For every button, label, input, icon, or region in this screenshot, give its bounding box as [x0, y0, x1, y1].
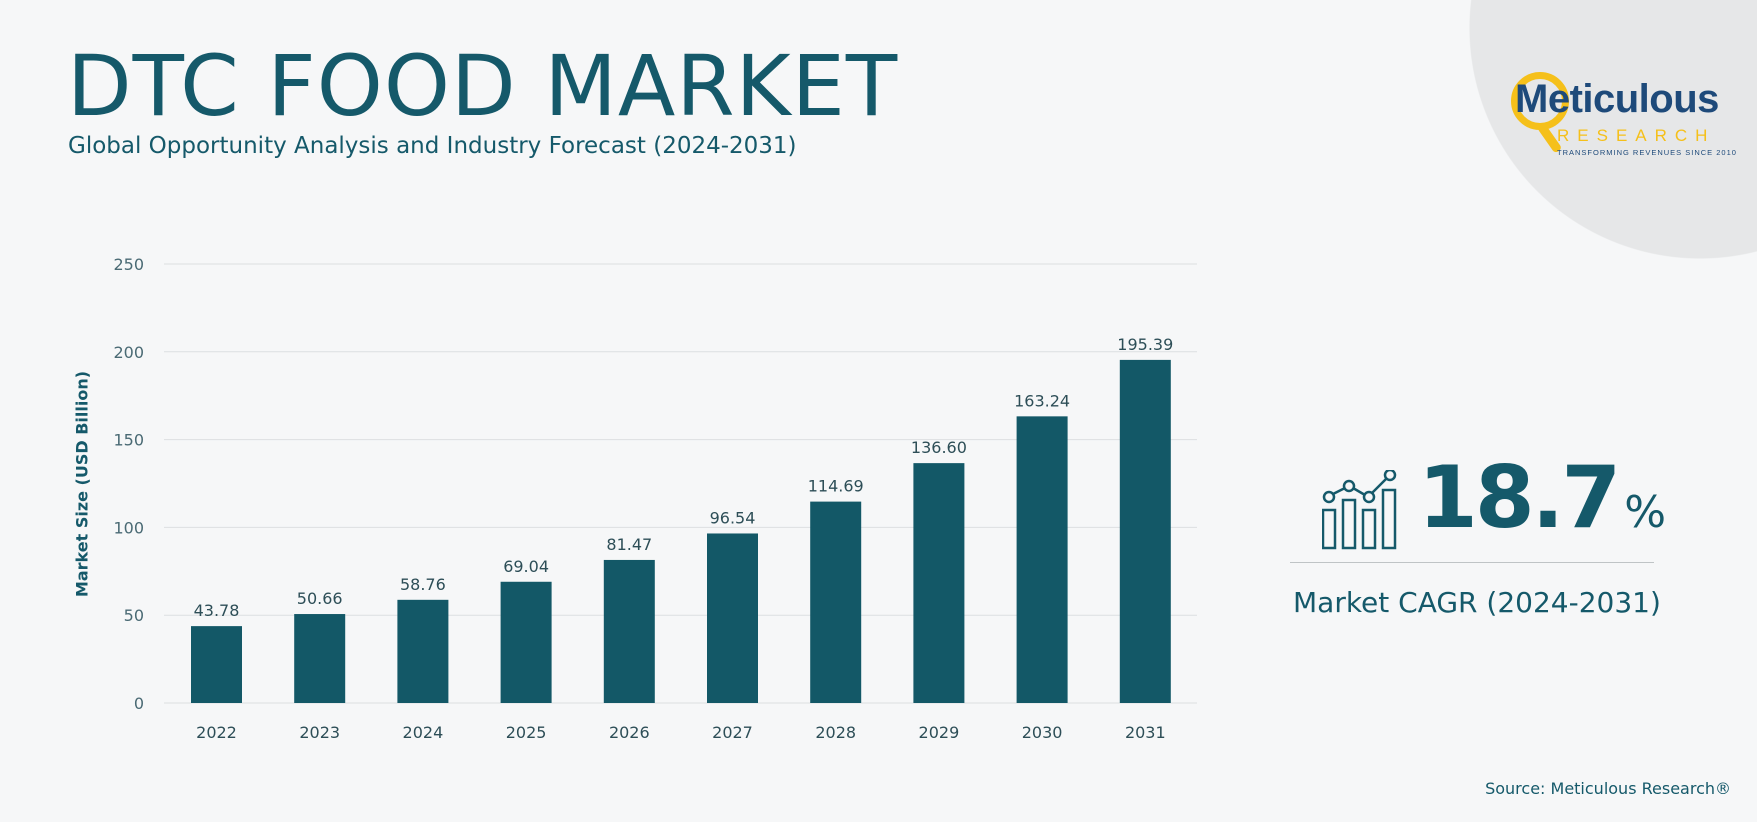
data-label: 58.76 [400, 575, 446, 594]
data-label: 96.54 [710, 508, 756, 527]
logo-sub: RESEARCH [1557, 126, 1716, 145]
data-label: 43.78 [194, 601, 240, 620]
logo-name: Meticulous [1515, 77, 1719, 121]
cagr-unit: % [1624, 487, 1666, 538]
bar-2030 [1016, 416, 1068, 703]
data-label: 163.24 [1014, 391, 1070, 410]
y-tick-label: 0 [134, 694, 144, 713]
y-tick-label: 150 [113, 431, 144, 450]
cagr-figure: 18.7 % [1418, 455, 1666, 541]
bar-2022 [191, 626, 242, 703]
y-axis-title: Market Size (USD Billion) [72, 370, 92, 598]
y-tick-label: 250 [113, 255, 144, 274]
y-tick-label: 100 [113, 518, 144, 537]
data-label: 195.39 [1117, 335, 1173, 354]
x-tick-label: 2023 [299, 723, 340, 742]
bar-2027 [707, 533, 758, 703]
page-title: DTC FOOD MARKET [67, 37, 899, 135]
bar-2029 [913, 463, 965, 703]
y-tick-label: 50 [124, 606, 144, 625]
x-tick-label: 2027 [712, 723, 753, 742]
x-tick-label: 2022 [196, 723, 237, 742]
x-tick-label: 2031 [1125, 723, 1166, 742]
x-tick-label: 2028 [815, 723, 856, 742]
data-label: 114.69 [808, 477, 864, 496]
logo-tagline: TRANSFORMING REVENUES SINCE 2010 [1557, 148, 1737, 157]
page-subtitle: Global Opportunity Analysis and Industry… [68, 133, 797, 159]
x-tick-label: 2029 [919, 723, 960, 742]
bar-2026 [603, 559, 655, 703]
divider [1290, 562, 1654, 563]
x-tick-label: 2030 [1022, 723, 1063, 742]
bar-2028 [810, 501, 862, 703]
data-label: 136.60 [911, 438, 967, 457]
meticulous-research-logo: Meticulous RESEARCH TRANSFORMING REVENUE… [1505, 68, 1737, 168]
bar-chart-trend-icon [1322, 470, 1397, 550]
bar-2024 [397, 599, 449, 703]
source-note: Source: Meticulous Research® [1485, 779, 1731, 798]
cagr-value: 18.7 [1418, 448, 1621, 548]
data-label: 50.66 [297, 589, 343, 608]
bar-2023 [294, 614, 346, 703]
cagr-label: Market CAGR (2024-2031) [1293, 586, 1661, 619]
y-tick-label: 200 [113, 343, 144, 362]
bar-2025 [500, 581, 552, 703]
x-tick-label: 2025 [506, 723, 547, 742]
bar-2031 [1119, 359, 1171, 703]
data-label: 81.47 [606, 535, 652, 554]
x-tick-label: 2024 [403, 723, 444, 742]
x-tick-label: 2026 [609, 723, 650, 742]
data-label: 69.04 [503, 557, 549, 576]
